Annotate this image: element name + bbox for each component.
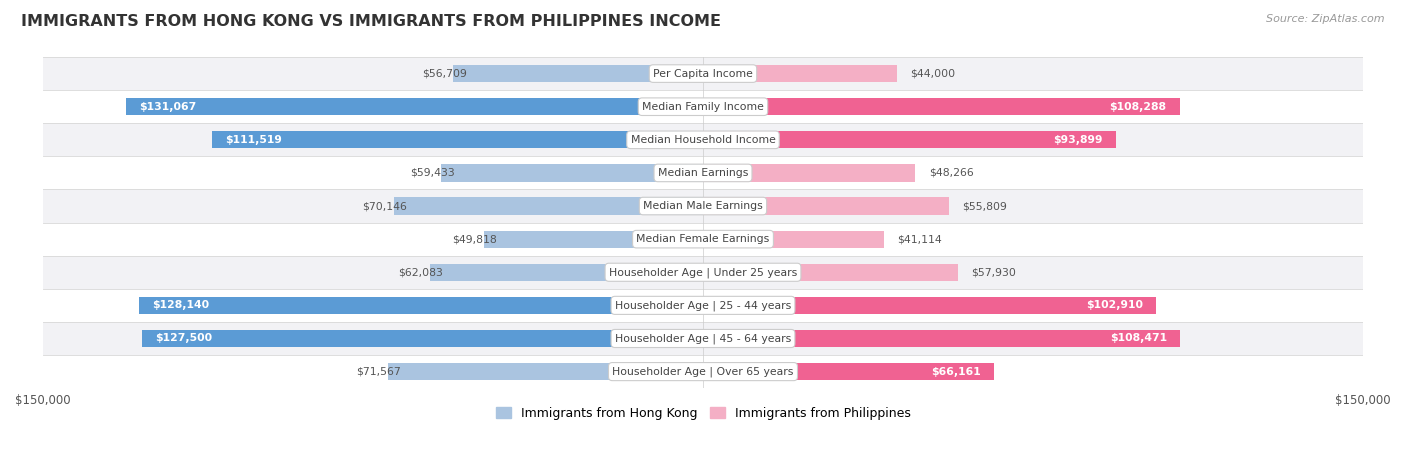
- Text: Householder Age | Over 65 years: Householder Age | Over 65 years: [612, 366, 794, 377]
- Bar: [42, 322, 1364, 355]
- Text: $62,083: $62,083: [398, 267, 443, 277]
- Bar: [42, 256, 1364, 289]
- Bar: [139, 297, 703, 314]
- Text: $102,910: $102,910: [1085, 300, 1143, 311]
- Text: $108,288: $108,288: [1109, 102, 1167, 112]
- Text: Median Family Income: Median Family Income: [643, 102, 763, 112]
- Text: $108,471: $108,471: [1111, 333, 1167, 344]
- Bar: [703, 131, 1116, 149]
- Bar: [42, 156, 1364, 190]
- Bar: [703, 330, 1181, 347]
- Bar: [703, 164, 915, 182]
- Text: $49,818: $49,818: [453, 234, 496, 244]
- Bar: [703, 65, 897, 82]
- Bar: [430, 264, 703, 281]
- Bar: [703, 198, 949, 215]
- Text: $55,809: $55,809: [962, 201, 1007, 211]
- Bar: [127, 98, 703, 115]
- Text: Median Earnings: Median Earnings: [658, 168, 748, 178]
- Text: $127,500: $127,500: [155, 333, 212, 344]
- Bar: [388, 363, 703, 380]
- Bar: [703, 297, 1156, 314]
- Text: IMMIGRANTS FROM HONG KONG VS IMMIGRANTS FROM PHILIPPINES INCOME: IMMIGRANTS FROM HONG KONG VS IMMIGRANTS …: [21, 14, 721, 29]
- Text: $56,709: $56,709: [422, 69, 467, 78]
- Text: $71,567: $71,567: [357, 367, 401, 376]
- Bar: [441, 164, 703, 182]
- Bar: [42, 289, 1364, 322]
- Bar: [703, 363, 994, 380]
- Bar: [42, 190, 1364, 223]
- Text: Median Household Income: Median Household Income: [630, 135, 776, 145]
- Text: $48,266: $48,266: [928, 168, 973, 178]
- Text: $59,433: $59,433: [411, 168, 454, 178]
- Text: $66,161: $66,161: [931, 367, 981, 376]
- Text: $128,140: $128,140: [152, 300, 209, 311]
- Text: Householder Age | 25 - 44 years: Householder Age | 25 - 44 years: [614, 300, 792, 311]
- Bar: [42, 223, 1364, 256]
- Text: Median Female Earnings: Median Female Earnings: [637, 234, 769, 244]
- Bar: [394, 198, 703, 215]
- Bar: [703, 98, 1180, 115]
- Bar: [212, 131, 703, 149]
- Text: Median Male Earnings: Median Male Earnings: [643, 201, 763, 211]
- Legend: Immigrants from Hong Kong, Immigrants from Philippines: Immigrants from Hong Kong, Immigrants fr…: [491, 402, 915, 425]
- Text: $57,930: $57,930: [972, 267, 1017, 277]
- Text: $131,067: $131,067: [139, 102, 197, 112]
- Text: Per Capita Income: Per Capita Income: [652, 69, 754, 78]
- Text: Householder Age | Under 25 years: Householder Age | Under 25 years: [609, 267, 797, 277]
- Bar: [484, 231, 703, 248]
- Bar: [142, 330, 703, 347]
- Text: $41,114: $41,114: [897, 234, 942, 244]
- Bar: [703, 231, 884, 248]
- Text: $70,146: $70,146: [363, 201, 408, 211]
- Text: Householder Age | 45 - 64 years: Householder Age | 45 - 64 years: [614, 333, 792, 344]
- Bar: [453, 65, 703, 82]
- Text: $93,899: $93,899: [1053, 135, 1104, 145]
- Text: $44,000: $44,000: [910, 69, 955, 78]
- Bar: [42, 90, 1364, 123]
- Text: Source: ZipAtlas.com: Source: ZipAtlas.com: [1267, 14, 1385, 24]
- Bar: [703, 264, 957, 281]
- Text: $111,519: $111,519: [225, 135, 283, 145]
- Bar: [42, 123, 1364, 156]
- Bar: [42, 57, 1364, 90]
- Bar: [42, 355, 1364, 388]
